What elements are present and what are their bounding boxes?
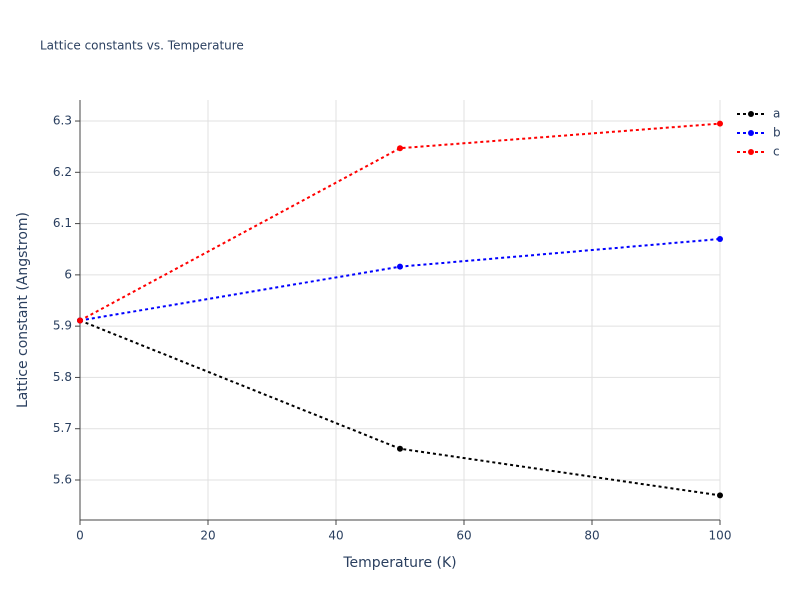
y-tick-label: 6.1 xyxy=(53,216,72,230)
data-line xyxy=(79,237,721,322)
legend-marker xyxy=(748,149,754,155)
legend-label: c xyxy=(773,145,780,159)
x-tick-label: 40 xyxy=(328,529,343,543)
x-tick-label: 20 xyxy=(200,529,215,543)
data-point xyxy=(397,445,403,452)
x-tick-label: 80 xyxy=(584,529,599,543)
data-point xyxy=(717,235,723,242)
legend-label: a xyxy=(773,107,780,121)
y-tick-label: 5.9 xyxy=(53,319,72,333)
y-tick-label: 5.8 xyxy=(53,370,72,384)
chart-title: Lattice constants vs. Temperature xyxy=(40,39,244,53)
legend-marker xyxy=(748,130,754,136)
y-tick-label: 5.7 xyxy=(53,421,72,435)
x-axis-title: Temperature (K) xyxy=(342,555,456,571)
y-tick-label: 6 xyxy=(64,267,72,281)
data-line xyxy=(79,319,721,497)
data-point xyxy=(397,263,403,270)
y-axis-title: Lattice constant (Angstrom) xyxy=(15,212,31,408)
x-tick-label: 0 xyxy=(76,529,84,543)
data-point xyxy=(397,145,403,152)
data-point xyxy=(717,492,723,499)
y-tick-label: 6.3 xyxy=(53,114,72,128)
x-tick-label: 60 xyxy=(456,529,471,543)
data-point xyxy=(717,120,723,127)
y-tick-label: 6.2 xyxy=(53,165,72,179)
legend-label: b xyxy=(773,126,781,140)
data-point xyxy=(77,317,83,324)
x-tick-label: 100 xyxy=(709,529,732,543)
legend-marker xyxy=(748,111,754,117)
data-line xyxy=(79,122,721,322)
y-tick-label: 5.6 xyxy=(53,473,72,487)
